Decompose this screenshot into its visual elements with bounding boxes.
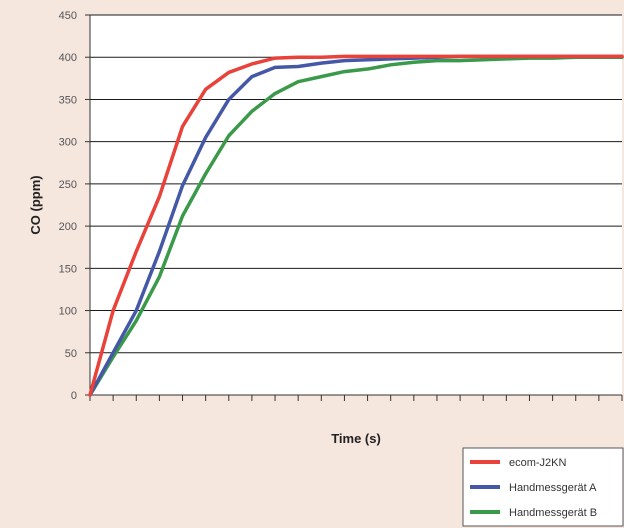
plot-area	[90, 15, 622, 395]
y-axis-title: CO (ppm)	[28, 175, 43, 234]
y-tick-label: 400	[59, 52, 77, 64]
y-tick-label: 250	[59, 179, 77, 191]
y-tick-label: 200	[59, 221, 77, 233]
series-line	[88, 54, 624, 397]
legend-label: ecom-J2KN	[509, 457, 567, 469]
y-tick-label: 150	[59, 263, 77, 275]
y-tick-label: 0	[71, 390, 77, 402]
legend-label: Handmessgerät B	[509, 507, 597, 519]
x-axis-title: Time (s)	[331, 431, 381, 446]
axes	[89, 15, 622, 396]
series-lines	[88, 54, 624, 397]
legend-label: Handmessgerät A	[509, 482, 597, 494]
legend: ecom-J2KN Handmessgerät A Handmessgerät B	[462, 447, 624, 527]
y-tick-label: 300	[59, 137, 77, 149]
y-tick-label: 450	[59, 10, 77, 22]
y-tick-label: 350	[59, 94, 77, 106]
y-tick-label: 100	[59, 306, 77, 318]
y-tick-label: 50	[65, 348, 77, 360]
y-axis-ticks: 0 50 100 150 200 250 300 350 400 450	[59, 10, 90, 402]
x-axis-ticks	[89, 395, 623, 401]
